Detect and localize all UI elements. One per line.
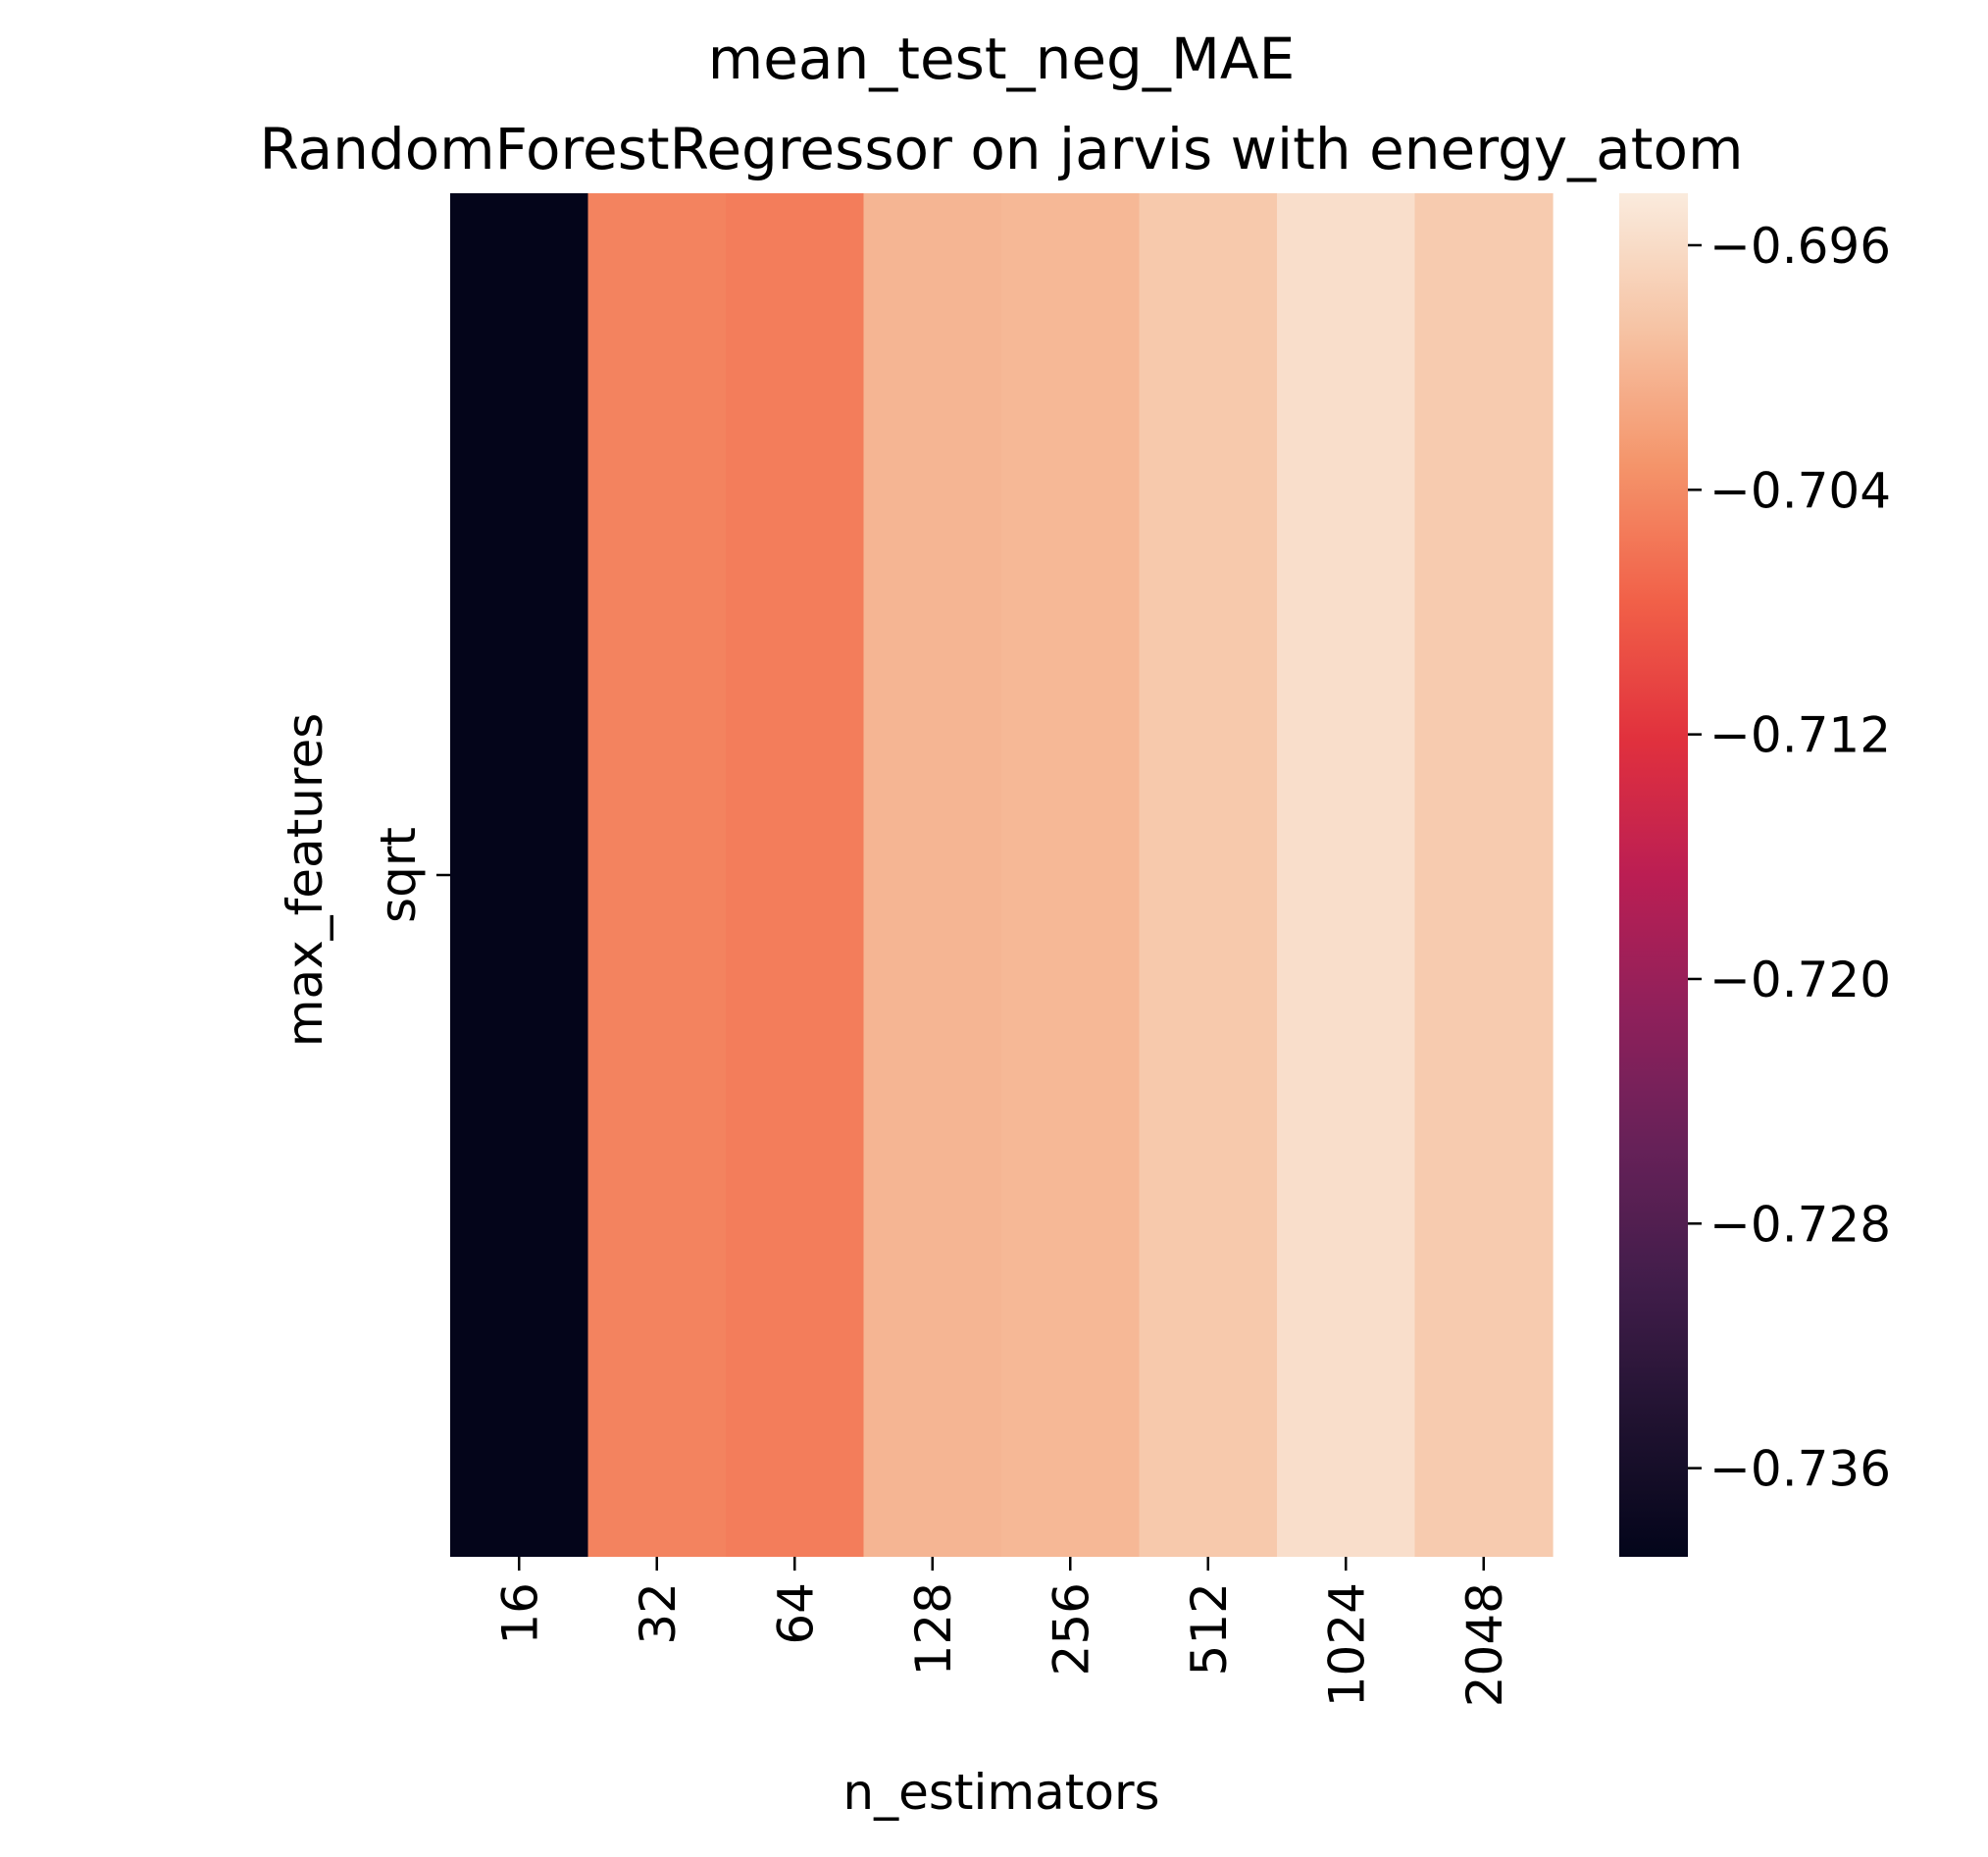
x-tick-label-2048: 2048 <box>1456 1582 1513 1707</box>
heatmap-cell-2048 <box>1414 193 1554 1557</box>
x-tick-label-1024: 1024 <box>1318 1582 1375 1707</box>
chart-title-line-1: mean_test_neg_MAE <box>708 26 1296 92</box>
x-tick-label-256: 256 <box>1043 1582 1099 1676</box>
x-tick-label-512: 512 <box>1181 1582 1238 1676</box>
colorbar <box>1619 193 1688 1557</box>
y-tick-label-sqrt: sqrt <box>370 827 427 923</box>
heatmap-cell-1024 <box>1277 193 1416 1557</box>
x-axis-label: n_estimators <box>842 1764 1159 1821</box>
colorbar-tick-label-4: −0.728 <box>1709 1196 1891 1253</box>
colorbar-tick-label-2: −0.712 <box>1709 707 1891 764</box>
heatmap-cell-256 <box>1001 193 1141 1557</box>
colorbar-tick-label-3: −0.720 <box>1709 952 1891 1008</box>
heatmap-cell-32 <box>587 193 727 1557</box>
colorbar-ticks: −0.696 −0.704 −0.712 −0.720 −0.728 −0.736 <box>1688 218 1891 1498</box>
colorbar-tick-label-0: −0.696 <box>1709 218 1891 275</box>
heatmap-cell-512 <box>1139 193 1278 1557</box>
heatmap-cell-64 <box>726 193 865 1557</box>
x-tick-label-128: 128 <box>905 1582 962 1676</box>
x-tick-label-32: 32 <box>630 1582 687 1645</box>
colorbar-tick-label-5: −0.736 <box>1709 1441 1891 1498</box>
x-tick-label-16: 16 <box>491 1582 548 1645</box>
chart-title-line-2: RandomForestRegressor on jarvis with ene… <box>260 116 1744 182</box>
heatmap-cells <box>450 193 1554 1557</box>
y-axis-label: max_features <box>277 713 333 1048</box>
x-tick-label-64: 64 <box>767 1582 824 1645</box>
x-axis-ticks: 16 32 64 128 256 512 1024 2048 <box>491 1557 1513 1707</box>
heatmap-cell-128 <box>863 193 1002 1557</box>
heatmap-cell-16 <box>450 193 589 1557</box>
y-axis-ticks: sqrt <box>370 827 450 923</box>
colorbar-tick-label-1: −0.704 <box>1709 462 1891 519</box>
